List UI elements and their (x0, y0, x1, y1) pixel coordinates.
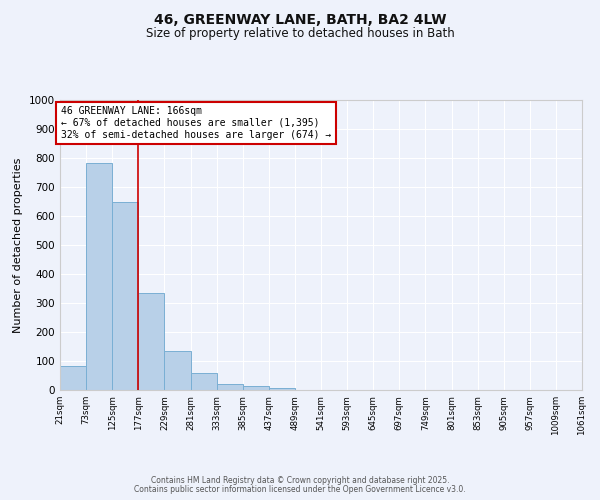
Text: Contains HM Land Registry data © Crown copyright and database right 2025.: Contains HM Land Registry data © Crown c… (151, 476, 449, 485)
Bar (138, 293, 164, 390)
Text: 46 GREENWAY LANE: 166sqm
← 67% of detached houses are smaller (1,395)
32% of sem: 46 GREENWAY LANE: 166sqm ← 67% of detach… (61, 106, 331, 140)
Bar (60, 366, 86, 390)
Text: 46, GREENWAY LANE, BATH, BA2 4LW: 46, GREENWAY LANE, BATH, BA2 4LW (154, 12, 446, 26)
Text: Contains public sector information licensed under the Open Government Licence v3: Contains public sector information licen… (134, 485, 466, 494)
Text: Size of property relative to detached houses in Bath: Size of property relative to detached ho… (146, 28, 454, 40)
Bar (269, 388, 295, 390)
Bar (242, 386, 269, 390)
Y-axis label: Number of detached properties: Number of detached properties (13, 158, 23, 332)
Bar (191, 373, 217, 390)
Bar (164, 352, 191, 390)
Bar (112, 202, 138, 390)
Bar (217, 384, 242, 390)
Bar (86, 163, 112, 390)
